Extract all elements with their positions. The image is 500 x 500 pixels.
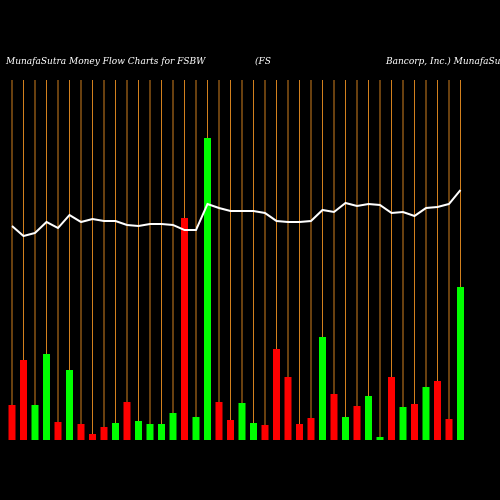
bar (411, 404, 418, 440)
bar (204, 138, 211, 440)
bar (342, 417, 349, 440)
bar (376, 437, 384, 440)
chart-title: MunafaSutra Money Flow Charts for FSBW (5, 57, 206, 67)
bar (319, 337, 326, 440)
bar (169, 413, 177, 440)
bar (227, 420, 234, 440)
bar (388, 377, 395, 440)
bar (261, 425, 269, 440)
bar (43, 354, 50, 440)
bar (8, 405, 16, 440)
bar (77, 424, 85, 440)
bar (181, 218, 188, 440)
bar (146, 424, 154, 440)
bar (445, 419, 453, 440)
bar (215, 402, 223, 440)
bar (89, 434, 96, 440)
bar (20, 360, 27, 440)
bar (66, 370, 73, 440)
bar (457, 287, 464, 440)
bar (296, 424, 303, 440)
bar (353, 406, 361, 440)
bar (123, 402, 131, 440)
bar (100, 427, 108, 440)
bar (399, 407, 407, 440)
bar (135, 421, 142, 440)
bar (158, 424, 165, 440)
bar (422, 387, 430, 440)
bar (273, 349, 280, 440)
bar (307, 418, 315, 440)
bar (365, 396, 372, 440)
bar (284, 377, 292, 440)
bar (330, 394, 338, 440)
bar (434, 381, 441, 440)
bar (54, 422, 62, 440)
money-flow-line (11, 189, 462, 238)
chart-title: (FS (255, 56, 271, 67)
bar (238, 403, 246, 440)
bar (250, 423, 257, 440)
bar (112, 423, 119, 440)
bar (31, 405, 39, 440)
chart-title: Bancorp, Inc.) MunafaSutra (385, 56, 500, 67)
bar (192, 417, 200, 440)
